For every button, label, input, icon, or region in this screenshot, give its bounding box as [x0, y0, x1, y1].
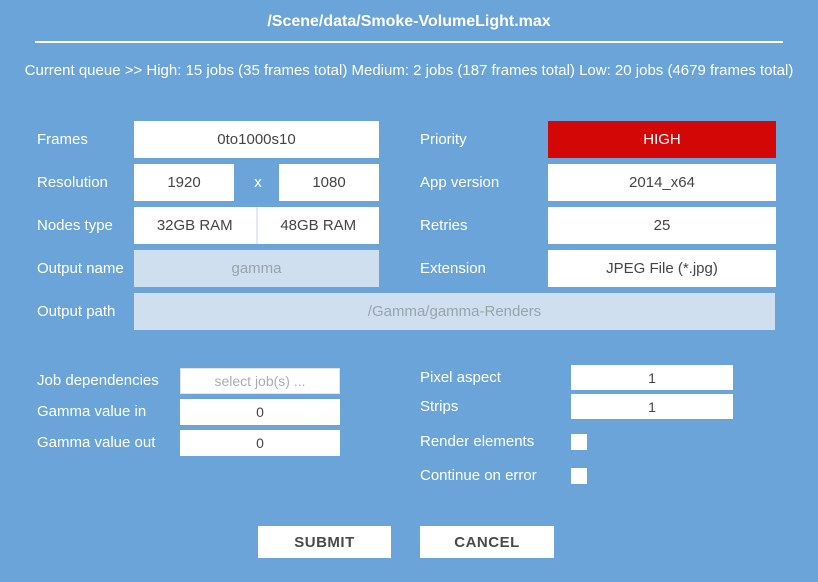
priority-value-button[interactable]: HIGH	[548, 121, 776, 158]
continue-on-error-label: Continue on error	[420, 467, 537, 484]
output-name-label: Output name	[37, 260, 124, 277]
cancel-button[interactable]: CANCEL	[420, 526, 554, 558]
nodes-type-option-48gb[interactable]: 48GB RAM	[280, 217, 357, 234]
extension-select[interactable]	[548, 250, 776, 287]
gamma-value-out-input[interactable]	[180, 430, 340, 456]
page-title: /Scene/data/Smoke-VolumeLight.max	[267, 13, 551, 30]
resolution-label: Resolution	[37, 174, 108, 191]
frames-label: Frames	[37, 131, 88, 148]
priority-label: Priority	[420, 131, 467, 148]
frames-input[interactable]	[134, 121, 379, 158]
submit-button[interactable]: SUBMIT	[258, 526, 391, 558]
retries-input[interactable]	[548, 207, 776, 244]
strips-input[interactable]	[571, 394, 733, 419]
output-name-input	[134, 250, 379, 287]
pixel-aspect-input[interactable]	[571, 365, 733, 390]
resolution-height-input[interactable]	[279, 164, 379, 201]
pixel-aspect-label: Pixel aspect	[420, 369, 501, 386]
render-elements-checkbox[interactable]	[571, 434, 587, 450]
resolution-separator: x	[254, 174, 262, 191]
title-divider	[35, 41, 783, 43]
job-dependencies-input[interactable]	[180, 368, 340, 394]
continue-on-error-checkbox[interactable]	[571, 468, 587, 484]
nodes-type-option-32gb[interactable]: 32GB RAM	[156, 217, 233, 234]
gamma-value-in-input[interactable]	[180, 399, 340, 425]
nodes-type-toggle: 32GB RAM 48GB RAM	[134, 207, 379, 244]
output-path-input	[134, 293, 775, 330]
queue-status: Current queue >> High: 15 jobs (35 frame…	[24, 62, 794, 79]
output-path-label: Output path	[37, 303, 116, 320]
extension-label: Extension	[420, 260, 486, 277]
gamma-value-in-label: Gamma value in	[37, 403, 147, 420]
nodes-type-divider	[255, 207, 258, 244]
render-elements-label: Render elements	[420, 433, 535, 450]
nodes-type-label: Nodes type	[37, 217, 113, 234]
app-version-input[interactable]	[548, 164, 776, 201]
app-version-label: App version	[420, 174, 500, 191]
resolution-width-input[interactable]	[134, 164, 234, 201]
retries-label: Retries	[420, 217, 468, 234]
strips-label: Strips	[420, 398, 459, 415]
gamma-value-out-label: Gamma value out	[37, 434, 156, 451]
job-dependencies-label: Job dependencies	[37, 372, 159, 389]
